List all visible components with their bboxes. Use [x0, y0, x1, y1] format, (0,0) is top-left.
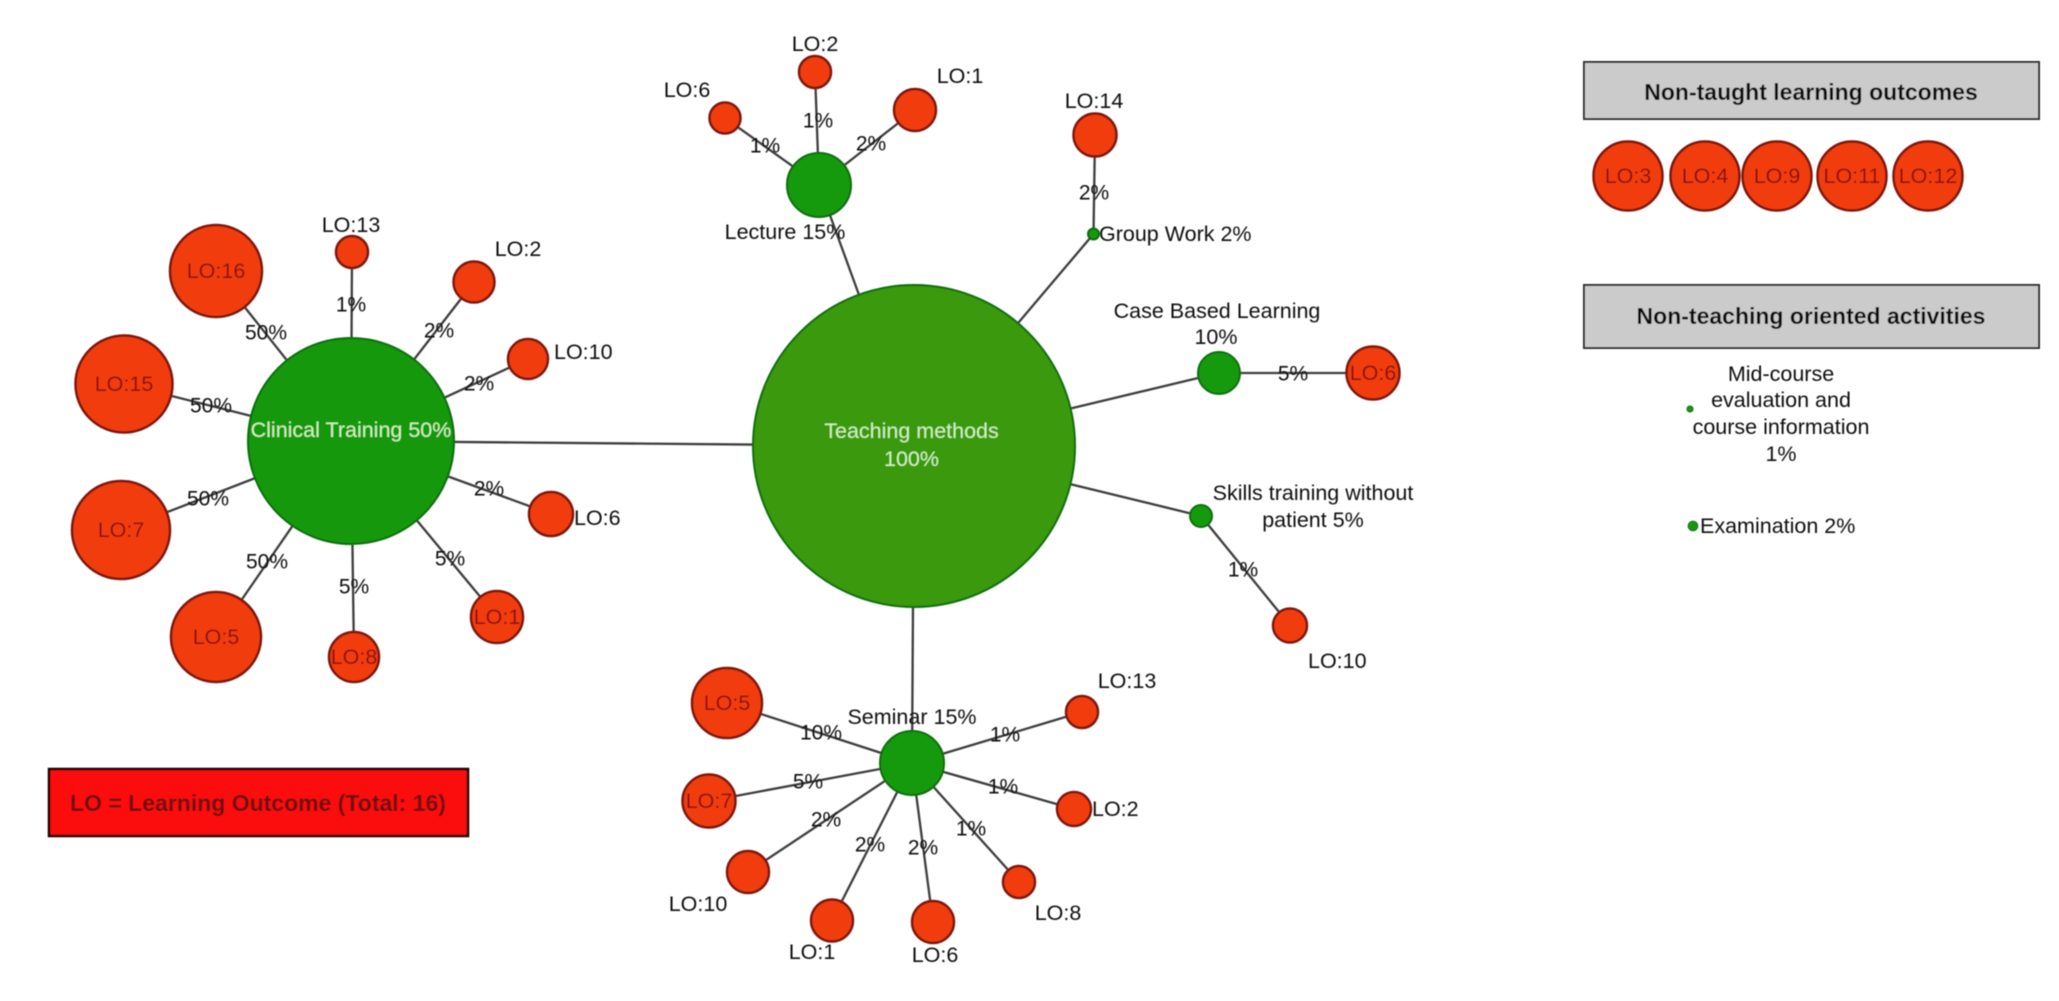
- svg-text:LO:6: LO:6: [664, 78, 711, 102]
- svg-text:5%: 5%: [435, 548, 465, 571]
- svg-text:LO:5: LO:5: [704, 691, 751, 715]
- svg-text:evaluation and: evaluation and: [1711, 388, 1851, 412]
- svg-text:5%: 5%: [1278, 363, 1308, 386]
- svg-text:2%: 2%: [424, 320, 454, 343]
- svg-text:LO:8: LO:8: [331, 645, 378, 669]
- svg-text:LO:6: LO:6: [574, 506, 621, 530]
- svg-text:LO:4: LO:4: [1682, 164, 1729, 188]
- svg-text:Teaching methods: Teaching methods: [824, 419, 999, 443]
- svg-text:Seminar 15%: Seminar 15%: [847, 705, 976, 729]
- svg-text:Non-taught learning outcomes: Non-taught learning outcomes: [1644, 79, 1978, 105]
- svg-text:LO:13: LO:13: [1098, 669, 1157, 693]
- svg-text:LO:6: LO:6: [912, 943, 959, 967]
- svg-text:LO:1: LO:1: [474, 605, 521, 629]
- svg-text:5%: 5%: [793, 771, 823, 794]
- svg-text:5%: 5%: [339, 576, 369, 599]
- svg-text:Examination 2%: Examination 2%: [1700, 514, 1855, 538]
- svg-text:LO:1: LO:1: [789, 940, 836, 964]
- svg-text:50%: 50%: [245, 322, 287, 345]
- svg-text:50%: 50%: [190, 395, 232, 418]
- svg-text:LO:2: LO:2: [792, 32, 839, 56]
- svg-text:LO:7: LO:7: [98, 518, 145, 542]
- svg-text:1%: 1%: [336, 294, 366, 317]
- svg-text:100%: 100%: [884, 447, 939, 471]
- svg-text:50%: 50%: [246, 551, 288, 574]
- svg-text:LO:5: LO:5: [193, 625, 240, 649]
- svg-text:1%: 1%: [990, 724, 1020, 747]
- svg-text:Case Based Learning: Case Based Learning: [1114, 299, 1321, 323]
- svg-text:2%: 2%: [811, 809, 841, 832]
- svg-text:LO:2: LO:2: [495, 237, 542, 261]
- svg-text:Skills training without: Skills training without: [1213, 481, 1414, 505]
- svg-text:Lecture 15%: Lecture 15%: [725, 220, 846, 244]
- svg-text:LO:14: LO:14: [1065, 89, 1124, 113]
- svg-text:LO:1: LO:1: [937, 64, 984, 88]
- svg-text:LO:11: LO:11: [1824, 164, 1881, 188]
- svg-text:LO:6: LO:6: [1350, 361, 1397, 385]
- svg-text:LO:10: LO:10: [669, 892, 728, 916]
- svg-text:Non-teaching oriented activiti: Non-teaching oriented activities: [1637, 303, 1986, 329]
- svg-text:50%: 50%: [187, 488, 229, 511]
- svg-text:LO:10: LO:10: [1308, 649, 1367, 673]
- svg-text:LO:10: LO:10: [554, 340, 613, 364]
- svg-text:2%: 2%: [855, 834, 885, 857]
- svg-text:LO:16: LO:16: [187, 259, 246, 283]
- svg-text:LO:7: LO:7: [686, 789, 733, 813]
- svg-text:course information: course information: [1693, 415, 1870, 439]
- svg-text:2%: 2%: [474, 478, 504, 501]
- svg-text:1%: 1%: [988, 776, 1018, 799]
- svg-text:LO:2: LO:2: [1092, 797, 1139, 821]
- svg-text:LO:9: LO:9: [1754, 164, 1801, 188]
- svg-text:2%: 2%: [1079, 182, 1109, 205]
- svg-text:1%: 1%: [1228, 559, 1258, 582]
- svg-text:1%: 1%: [1765, 442, 1796, 466]
- svg-text:LO:15: LO:15: [95, 372, 154, 396]
- svg-text:Clinical Training 50%: Clinical Training 50%: [251, 418, 452, 442]
- svg-text:LO:8: LO:8: [1035, 901, 1082, 925]
- svg-text:1%: 1%: [750, 135, 780, 158]
- svg-text:10%: 10%: [1194, 325, 1237, 349]
- svg-text:LO:3: LO:3: [1605, 164, 1652, 188]
- svg-text:LO = Learning Outcome (Total:: LO = Learning Outcome (Total: 16): [70, 790, 446, 816]
- svg-text:LO:12: LO:12: [1899, 164, 1958, 188]
- svg-text:10%: 10%: [800, 722, 842, 745]
- svg-text:2%: 2%: [856, 133, 886, 156]
- svg-text:LO:13: LO:13: [322, 213, 381, 237]
- svg-text:1%: 1%: [956, 818, 986, 841]
- svg-text:patient 5%: patient 5%: [1262, 508, 1364, 532]
- svg-text:Mid-course: Mid-course: [1728, 362, 1834, 386]
- svg-text:1%: 1%: [803, 110, 833, 133]
- svg-text:2%: 2%: [464, 373, 494, 396]
- svg-text:2%: 2%: [908, 837, 938, 860]
- svg-text:Group Work 2%: Group Work 2%: [1099, 222, 1252, 246]
